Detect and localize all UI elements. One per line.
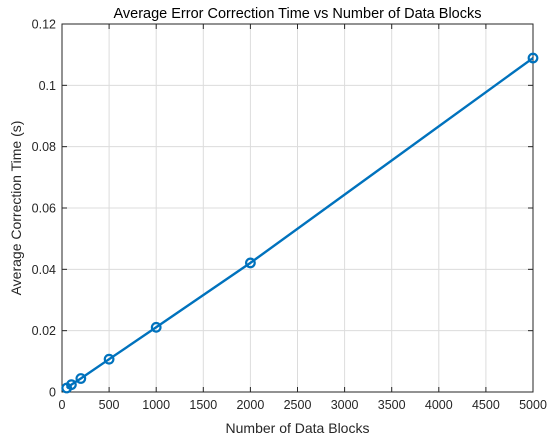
x-tick-label: 4500: [472, 398, 500, 412]
x-tick-label: 0: [59, 398, 66, 412]
data-point-marker: [527, 52, 539, 64]
y-tick-label: 0.1: [39, 79, 56, 93]
x-tick-label: 3500: [378, 398, 406, 412]
x-tick-label: 2500: [284, 398, 312, 412]
x-axis-label: Number of Data Blocks: [226, 420, 370, 436]
y-tick-label: 0.12: [32, 18, 56, 32]
y-tick-label: 0.06: [32, 202, 56, 216]
x-tick-label: 5000: [519, 398, 547, 412]
y-tick-label: 0.04: [32, 263, 56, 277]
data-point-marker: [150, 321, 162, 333]
data-point-marker: [66, 379, 77, 391]
grid: [62, 24, 533, 392]
x-tick-label: 1500: [189, 398, 217, 412]
data-point-marker: [75, 373, 87, 384]
x-tick-label: 3000: [331, 398, 359, 412]
data-point-marker: [244, 257, 256, 269]
data-series: [61, 52, 539, 394]
y-axis-label: Average Correction Time (s): [8, 121, 24, 296]
axis-ticks: 0 500 1000 1500 2000 2500 3000 3500 4000 4500 5000…: [32, 18, 547, 413]
series-line: [66, 57, 534, 389]
y-tick-label: 0.02: [32, 324, 56, 338]
x-tick-label: 500: [99, 398, 120, 412]
y-tick-label: 0: [49, 386, 56, 400]
x-tick-label: 2000: [236, 398, 264, 412]
y-tick-label: 0.08: [32, 140, 56, 154]
x-tick-label: 4000: [425, 398, 453, 412]
chart-title: Average Error Correction Time vs Number …: [113, 6, 481, 22]
x-tick-label: 1000: [142, 398, 170, 412]
data-point-marker: [103, 353, 115, 365]
